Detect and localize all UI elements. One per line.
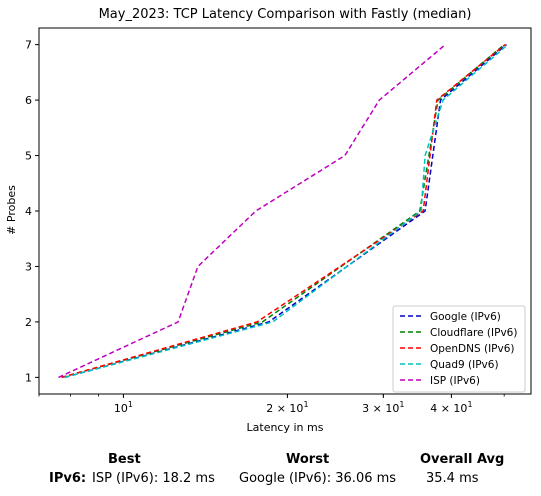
row-label: IPv6 [49,471,81,486]
legend: Google (IPv6) Cloudflare (IPv6) OpenDNS (I… [392,305,526,393]
y-tick-label: 7 [25,39,32,52]
y-axis-label: # Probes [5,185,18,235]
y-tick-label: 4 [25,205,32,218]
y-tick-label: 1 [25,371,32,384]
best-header: Best [108,452,141,467]
y-tick-label: 3 [25,260,32,273]
summary-row-label: IPv6: [49,471,86,486]
axes: 1 2 3 4 5 6 7 101 2 × 101 3 × 101 4 × 101 [25,27,532,415]
y-tick-label: 5 [25,150,32,163]
series-line-0 [64,44,507,379]
plot-area [58,44,509,379]
x-tick-label: 4 × 101 [430,400,472,415]
legend-entry-2: OpenDNS (IPv6) [430,343,515,355]
series-line-4 [58,44,446,379]
legend-entry-4: ISP (IPv6) [430,375,480,387]
row-label-colon: : [80,471,87,486]
best-value: ISP (IPv6): 18.2 ms [92,471,215,486]
legend-entry-3: Quad9 (IPv6) [430,359,499,371]
x-tick-label: 3 × 101 [362,400,404,415]
series-line-3 [64,44,509,379]
chart-title: May_2023: TCP Latency Comparison with Fa… [99,7,472,22]
x-axis-label: Latency in ms [247,421,324,434]
x-tick-label: 101 [114,400,133,415]
legend-box [392,305,526,393]
series-line-1 [61,44,505,379]
y-tick-label: 2 [25,316,32,329]
legend-entry-0: Google (IPv6) [430,311,501,323]
worst-header: Worst [286,452,330,467]
worst-value: Google (IPv6): 36.06 ms [239,471,397,486]
x-tick-label: 2 × 101 [266,400,308,415]
series-line-2 [61,44,506,379]
overall-avg-header: Overall Avg [420,452,505,467]
overall-avg-value: 35.4 ms [426,471,479,486]
y-tick-label: 6 [25,94,32,107]
legend-entry-1: Cloudflare (IPv6) [430,327,517,339]
